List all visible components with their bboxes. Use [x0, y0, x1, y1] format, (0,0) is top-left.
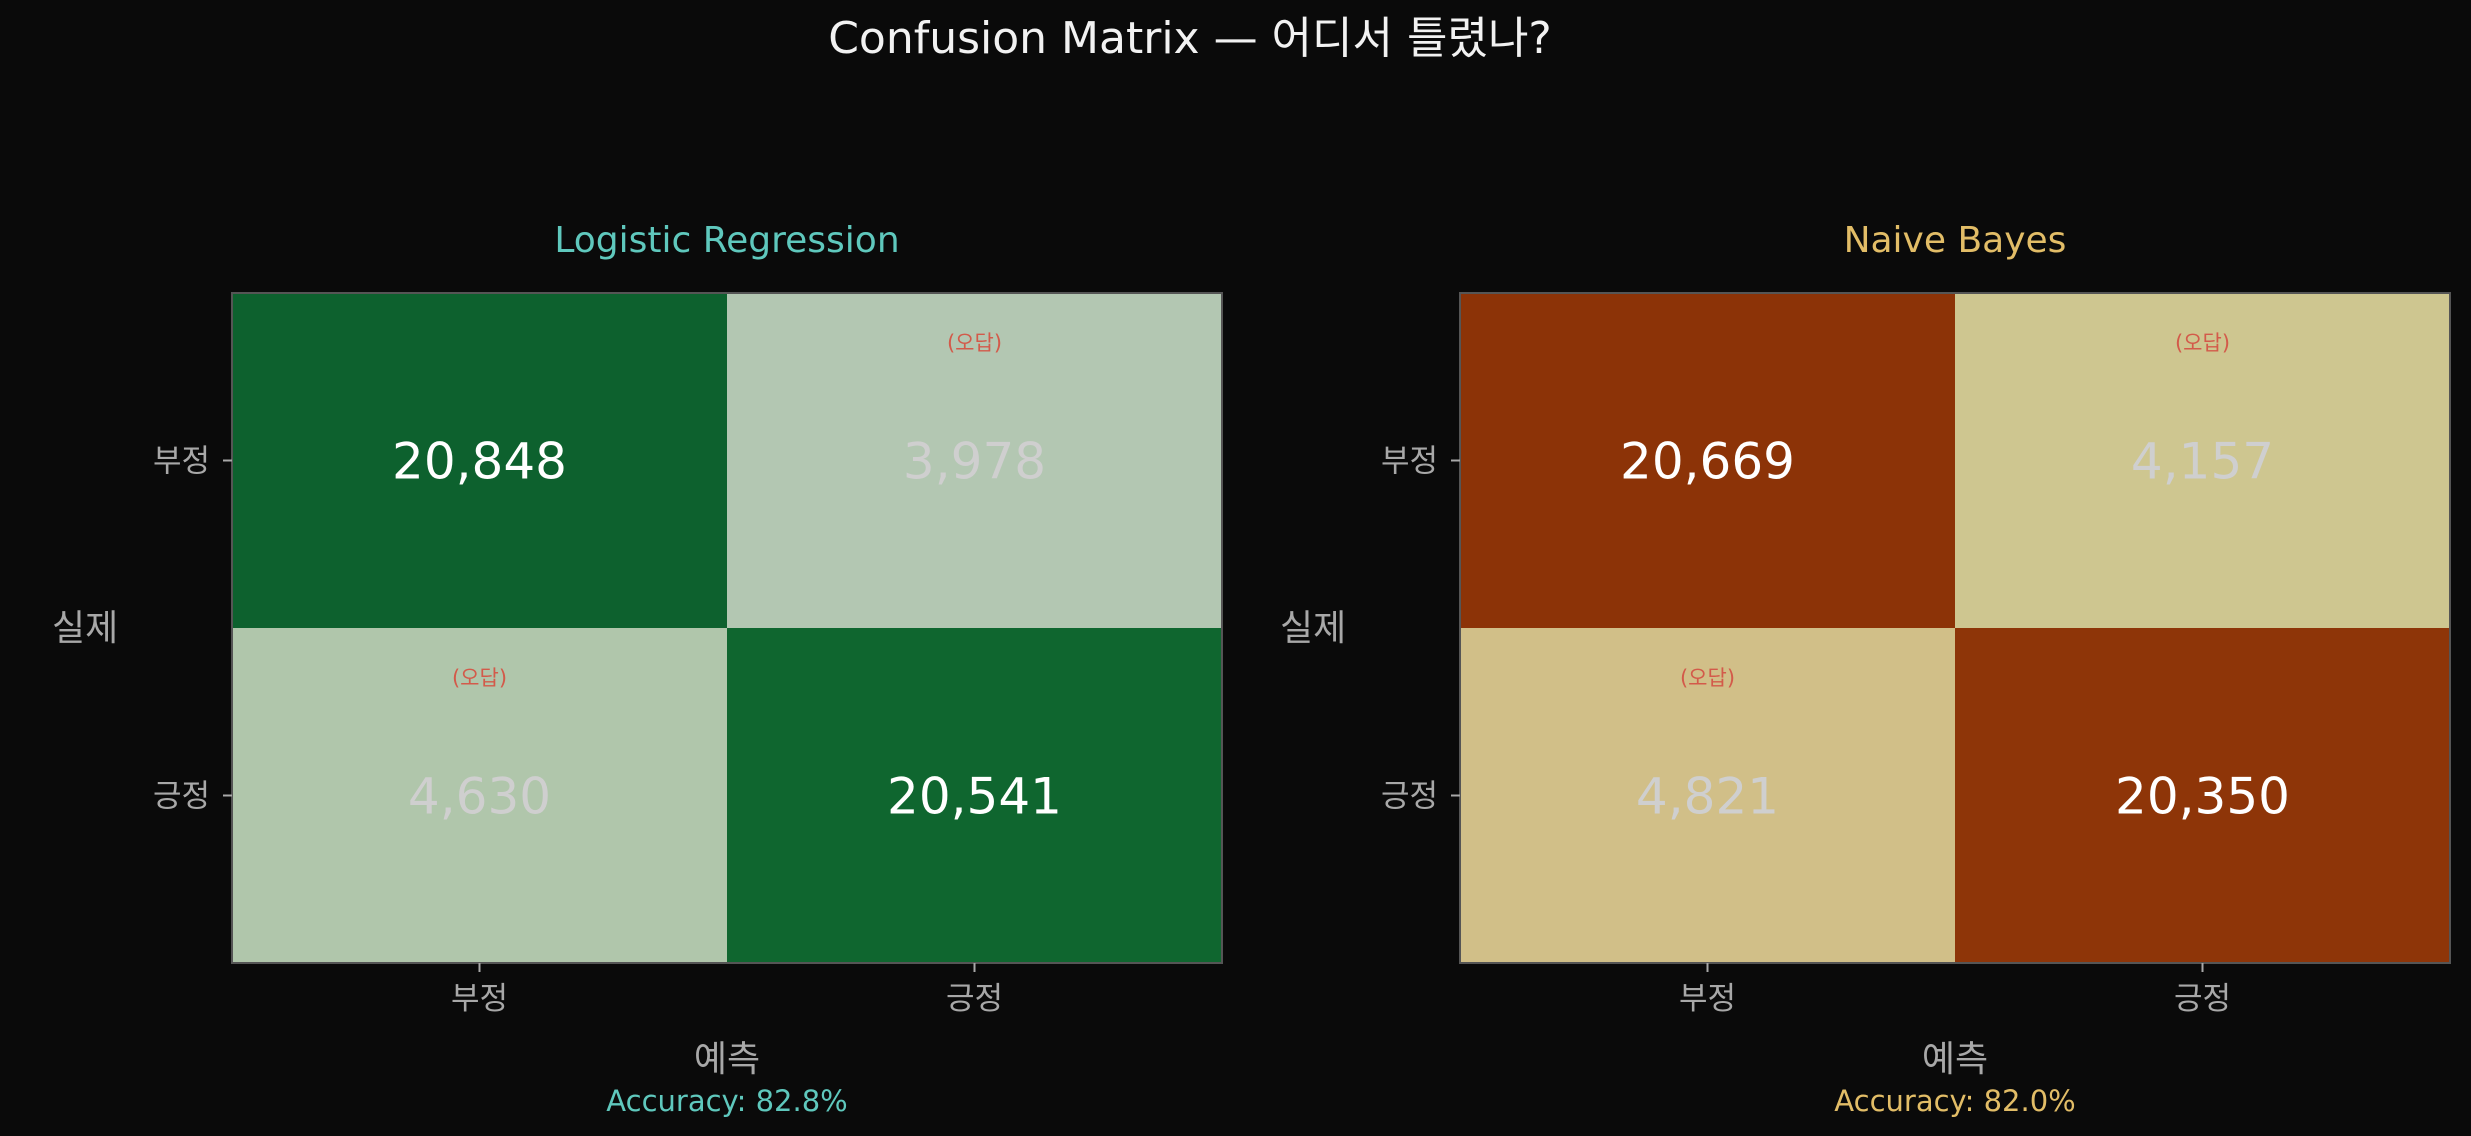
- cell-value-label: 3,978: [903, 433, 1046, 491]
- x-axis-label: 예측: [1922, 1039, 1988, 1080]
- x-tick-label: 부정: [451, 981, 508, 1017]
- y-tick-label: 부정: [153, 444, 210, 480]
- accuracy-label: Accuracy: 82.8%: [606, 1084, 847, 1118]
- confusion-matrix-panel-1: Logistic Regression 20,848 3,978 (오답) 4,630 (…: [52, 220, 1223, 1118]
- error-note-label: (오답): [947, 331, 1002, 355]
- matrix-cell: [232, 293, 727, 628]
- matrix-cell: [1955, 293, 2450, 628]
- cell-value-label: 20,669: [1620, 433, 1795, 491]
- y-tick-label: 부정: [1381, 444, 1438, 480]
- error-note-label: (오답): [2175, 331, 2230, 355]
- error-note-label: (오답): [452, 666, 507, 690]
- y-axis-label: 실제: [52, 608, 118, 649]
- x-axis-label: 예측: [694, 1039, 760, 1080]
- confusion-matrix-panel-2: Naive Bayes 20,669 4,157 (오답) 4,821 (오답) 20,35…: [1280, 220, 2451, 1118]
- x-tick-label: 긍정: [2174, 981, 2231, 1017]
- matrix-cell: [1460, 628, 1955, 963]
- matrix-frame: [1459, 292, 2451, 964]
- matrix-cell: [727, 628, 1222, 963]
- matrix-frame: [231, 292, 1223, 964]
- y-tick-label: 긍정: [1381, 779, 1438, 815]
- matrix-cell: [232, 628, 727, 963]
- panel-title: Logistic Regression: [554, 220, 899, 261]
- matrix-cell: [1955, 628, 2450, 963]
- accuracy-label: Accuracy: 82.0%: [1834, 1084, 2075, 1118]
- error-note-label: (오답): [1680, 666, 1735, 690]
- y-tick-label: 긍정: [153, 779, 210, 815]
- cell-value-label: 20,350: [2115, 768, 2290, 826]
- figure-title: Confusion Matrix — 어디서 틀렸나?: [828, 13, 1552, 64]
- cell-value-label: 20,541: [887, 768, 1062, 826]
- x-tick-label: 부정: [1679, 981, 1736, 1017]
- cell-value-label: 4,630: [408, 768, 551, 826]
- matrix-cell: [1460, 293, 1955, 628]
- x-tick-label: 긍정: [946, 981, 1003, 1017]
- panel-title: Naive Bayes: [1844, 220, 2067, 261]
- matrix-cell: [727, 293, 1222, 628]
- cell-value-label: 4,821: [1636, 768, 1779, 826]
- cell-value-label: 20,848: [392, 433, 567, 491]
- y-axis-label: 실제: [1280, 608, 1346, 649]
- cell-value-label: 4,157: [2131, 433, 2274, 491]
